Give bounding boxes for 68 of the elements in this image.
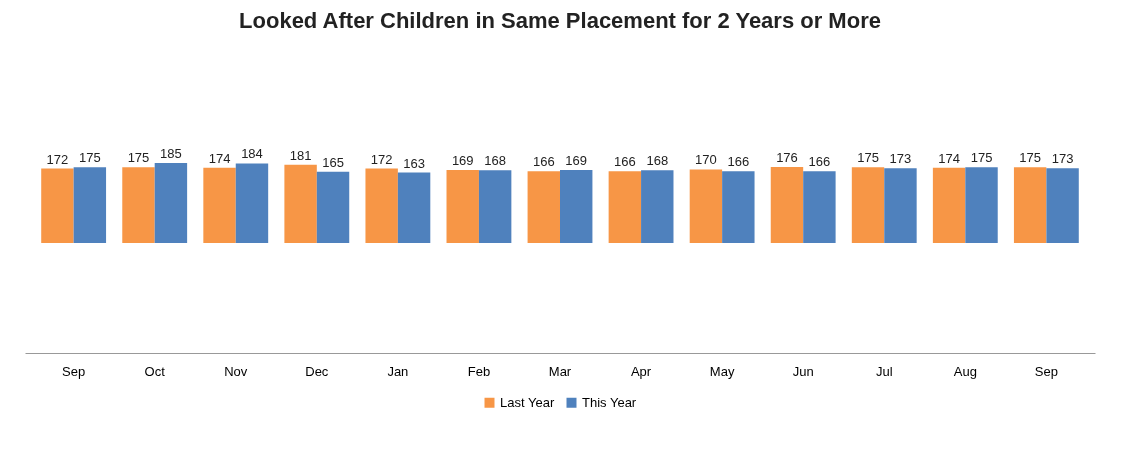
bar xyxy=(965,167,998,243)
bar xyxy=(316,171,350,243)
x-tick-label: Mar xyxy=(548,363,572,379)
bar xyxy=(203,167,236,243)
data-label: 166 xyxy=(727,154,750,170)
data-label: 175 xyxy=(970,150,993,166)
bar xyxy=(284,164,317,243)
bar xyxy=(722,171,755,243)
data-label: 165 xyxy=(322,154,344,170)
x-tick-label: Feb xyxy=(467,363,491,379)
bar xyxy=(527,171,560,243)
bar xyxy=(446,169,479,243)
bar xyxy=(1013,167,1047,243)
bar xyxy=(803,171,836,243)
bar xyxy=(689,169,723,243)
bar xyxy=(932,167,966,243)
bar xyxy=(73,167,107,243)
x-tick-label: Jan xyxy=(387,363,409,379)
data-label: 181 xyxy=(289,147,312,163)
bar xyxy=(608,171,642,243)
data-label: 163 xyxy=(403,155,425,171)
x-tick-label: May xyxy=(709,363,735,379)
legend-label: This Year xyxy=(582,394,637,410)
bar xyxy=(397,172,431,243)
legend-label: Last Year xyxy=(500,394,555,410)
bar xyxy=(478,170,512,243)
data-label: 175 xyxy=(79,150,101,166)
x-tick-label: Sep xyxy=(1034,363,1058,379)
data-label: 170 xyxy=(695,152,717,168)
data-label: 166 xyxy=(532,154,555,170)
x-tick-label: Sep xyxy=(62,363,86,379)
x-tick-label: Jun xyxy=(792,363,814,379)
data-label: 169 xyxy=(565,152,588,168)
bar xyxy=(641,170,674,243)
bar xyxy=(884,168,917,243)
data-label: 166 xyxy=(808,154,831,170)
data-label: 168 xyxy=(646,153,669,169)
chart-title: Looked After Children in Same Placement for 2 Years or More xyxy=(239,8,881,33)
data-label: 176 xyxy=(776,149,798,165)
data-label: 173 xyxy=(1051,151,1074,167)
bar xyxy=(1046,168,1079,243)
bar xyxy=(122,167,155,243)
data-label: 166 xyxy=(614,154,636,170)
data-label: 175 xyxy=(127,150,150,166)
data-label: 168 xyxy=(484,153,506,169)
bar xyxy=(770,166,804,243)
x-tick-label: Dec xyxy=(305,363,329,379)
bar xyxy=(154,163,188,243)
x-tick-label: Aug xyxy=(953,363,977,379)
bar xyxy=(560,169,593,243)
x-tick-label: Oct xyxy=(144,363,166,379)
data-label: 174 xyxy=(938,150,960,166)
data-label: 175 xyxy=(1019,150,1041,166)
data-label: 175 xyxy=(857,150,879,166)
data-label: 184 xyxy=(241,146,263,162)
data-label: 173 xyxy=(889,151,912,167)
bar xyxy=(365,168,398,243)
x-tick-label: Apr xyxy=(630,363,652,379)
data-label: 172 xyxy=(370,151,393,167)
x-tick-label: Jul xyxy=(875,363,893,379)
bar xyxy=(235,163,269,243)
x-tick-label: Nov xyxy=(224,363,248,379)
data-label: 172 xyxy=(46,151,69,167)
data-label: 174 xyxy=(208,150,231,166)
bar xyxy=(41,168,74,243)
bar xyxy=(851,167,885,243)
data-label: 169 xyxy=(451,152,474,168)
data-label: 185 xyxy=(160,146,182,161)
